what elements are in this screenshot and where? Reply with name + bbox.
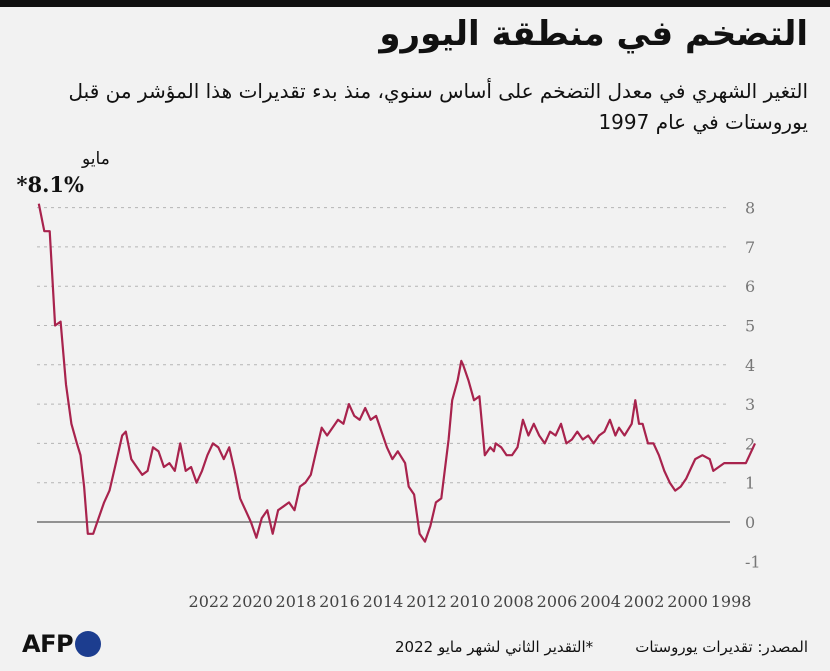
y-tick-label: 3 bbox=[745, 395, 755, 414]
chart-title: التضخم في منطقة اليورو bbox=[379, 14, 808, 54]
y-axis-ticks: 8 7 6 5 4 3 2 1 0 -1 bbox=[745, 199, 761, 572]
afp-logo-text: AFP bbox=[22, 630, 74, 658]
annotation-month-label: مايو bbox=[81, 149, 110, 169]
x-tick-label: 2022 bbox=[189, 592, 230, 611]
afp-logo: AFP bbox=[22, 630, 102, 658]
y-tick-label: 7 bbox=[745, 238, 755, 257]
inflation-series-line bbox=[37, 203, 756, 543]
chart-subtitle: التغير الشهري في معدل التضخم على أساس سن… bbox=[68, 79, 808, 134]
y-tick-label: 1 bbox=[745, 474, 755, 493]
x-tick-label: 2004 bbox=[580, 592, 621, 611]
annotation-value-label: *8.1% bbox=[17, 172, 85, 197]
x-tick-label: 2002 bbox=[624, 592, 665, 611]
x-tick-label: 2012 bbox=[406, 592, 447, 611]
x-tick-label: 2014 bbox=[363, 592, 404, 611]
x-tick-label: 2016 bbox=[319, 592, 360, 611]
footnote: *التقدير الثاني لشهر مايو 2022 bbox=[395, 638, 594, 656]
y-tick-label: 2 bbox=[745, 434, 755, 453]
x-tick-label: 2020 bbox=[232, 592, 273, 611]
y-tick-label: 8 bbox=[745, 199, 755, 218]
y-tick-label: 5 bbox=[745, 317, 755, 336]
x-tick-label: 2006 bbox=[537, 592, 578, 611]
afp-logo-dot-icon bbox=[75, 631, 102, 657]
x-tick-label: 2000 bbox=[667, 592, 708, 611]
y-tick-label: -1 bbox=[745, 552, 761, 571]
y-tick-label: 6 bbox=[745, 277, 755, 296]
source-note: المصدر: تقديرات يوروستات bbox=[635, 638, 808, 656]
x-tick-label: 1998 bbox=[711, 592, 752, 611]
x-axis-ticks: 2022 2020 2018 2016 2014 2012 2010 2008 2006 2004… bbox=[189, 592, 752, 611]
x-tick-label: 2018 bbox=[276, 592, 317, 611]
y-tick-label: 4 bbox=[745, 356, 755, 375]
y-tick-label: 0 bbox=[745, 513, 755, 532]
x-tick-label: 2008 bbox=[493, 592, 534, 611]
gridlines bbox=[37, 207, 730, 523]
x-tick-label: 2010 bbox=[450, 592, 491, 611]
top-bar bbox=[0, 0, 830, 7]
